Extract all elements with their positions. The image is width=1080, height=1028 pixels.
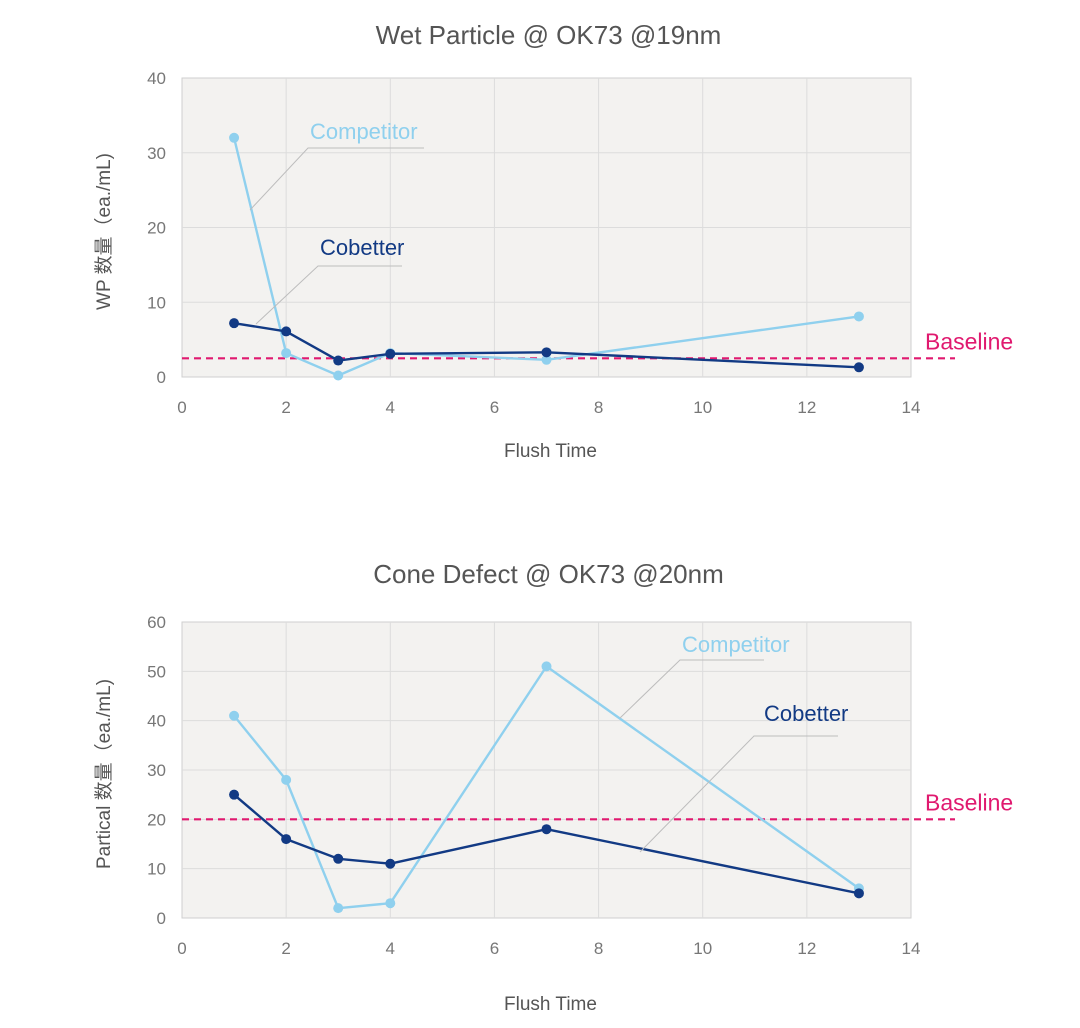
x-tick-label: 6 [490, 939, 499, 958]
y-tick-label: 40 [147, 712, 166, 731]
data-point-cobetter [333, 355, 344, 366]
chart-title: Cone Defect @ OK73 @20nm [373, 559, 724, 589]
data-point-competitor [229, 132, 240, 143]
data-point-competitor [281, 774, 292, 785]
chart-2: 0 2 4 6 8 10 12 14 0 10 20 30 40 50 60 Cone Defect @ OK… [93, 559, 1013, 1015]
x-tick-label: 2 [281, 939, 290, 958]
data-point-cobetter [853, 362, 864, 373]
baseline-label: Baseline [925, 789, 1013, 815]
data-point-cobetter [853, 888, 864, 899]
series-leader-line [619, 659, 764, 719]
y-tick-label: 60 [147, 613, 166, 632]
y-tick-label: 10 [147, 293, 166, 312]
data-point-cobetter [229, 318, 240, 329]
x-tick-label: 0 [177, 398, 186, 417]
y-tick-label: 0 [157, 909, 166, 928]
data-point-cobetter [333, 853, 344, 864]
data-point-competitor [333, 903, 344, 914]
y-axis-label: WP 数量（ea./mL) [93, 153, 115, 310]
chart-title: Wet Particle @ OK73 @19nm [376, 20, 722, 50]
data-point-cobetter [229, 789, 240, 800]
data-point-cobetter [541, 347, 552, 358]
x-tick-label: 4 [386, 398, 395, 417]
x-tick-label: 8 [594, 939, 603, 958]
baseline-label: Baseline [925, 328, 1013, 354]
series-leader-line [639, 735, 838, 853]
data-point-competitor [541, 354, 552, 365]
y-tick-label: 40 [147, 69, 166, 88]
data-point-cobetter [281, 326, 292, 337]
series-line-competitor [232, 137, 860, 377]
series-leader-line [255, 265, 402, 325]
y-tick-label: 10 [147, 860, 166, 879]
y-tick-label: 0 [157, 368, 166, 387]
y-tick-label: 20 [147, 219, 166, 238]
data-point-competitor [333, 370, 344, 381]
x-tick-label: 4 [386, 939, 395, 958]
x-tick-label: 14 [902, 939, 921, 958]
y-tick-label: 30 [147, 144, 166, 163]
series-line-competitor [233, 665, 860, 910]
series-label-competitor: Competitor [682, 632, 790, 657]
x-tick-label: 14 [902, 398, 921, 417]
data-point-competitor [541, 661, 552, 672]
series-line-cobetter [233, 321, 859, 369]
data-point-cobetter [385, 858, 396, 869]
data-point-competitor [281, 348, 292, 359]
x-tick-label: 6 [490, 398, 499, 417]
data-point-cobetter [385, 348, 396, 359]
series-label-cobetter: Cobetter [320, 235, 404, 260]
series-label-competitor: Competitor [310, 119, 418, 144]
data-point-cobetter [281, 834, 292, 845]
series-label-cobetter: Cobetter [764, 701, 848, 726]
data-point-competitor [385, 898, 396, 909]
x-tick-label: 0 [177, 939, 186, 958]
x-tick-label: 12 [797, 939, 816, 958]
series-leader-line [249, 147, 424, 211]
x-axis-label: Flush Time [504, 994, 597, 1015]
y-axis-label: Partical 数量（ea./mL) [93, 679, 115, 869]
chart-1: 0 2 4 6 8 10 12 14 0 10 20 30 40 Wet Particle @ OK73 … [93, 20, 1013, 462]
y-tick-label: 30 [147, 761, 166, 780]
x-tick-label: 2 [281, 398, 290, 417]
x-tick-label: 8 [594, 398, 603, 417]
x-tick-label: 10 [693, 939, 712, 958]
data-point-cobetter [541, 824, 552, 835]
x-tick-label: 10 [693, 398, 712, 417]
data-point-competitor [229, 710, 240, 721]
x-tick-label: 12 [797, 398, 816, 417]
data-point-competitor [853, 311, 864, 322]
series-line-cobetter [233, 793, 860, 895]
x-axis-label: Flush Time [504, 441, 597, 462]
y-tick-label: 50 [147, 662, 166, 681]
y-tick-label: 20 [147, 810, 166, 829]
